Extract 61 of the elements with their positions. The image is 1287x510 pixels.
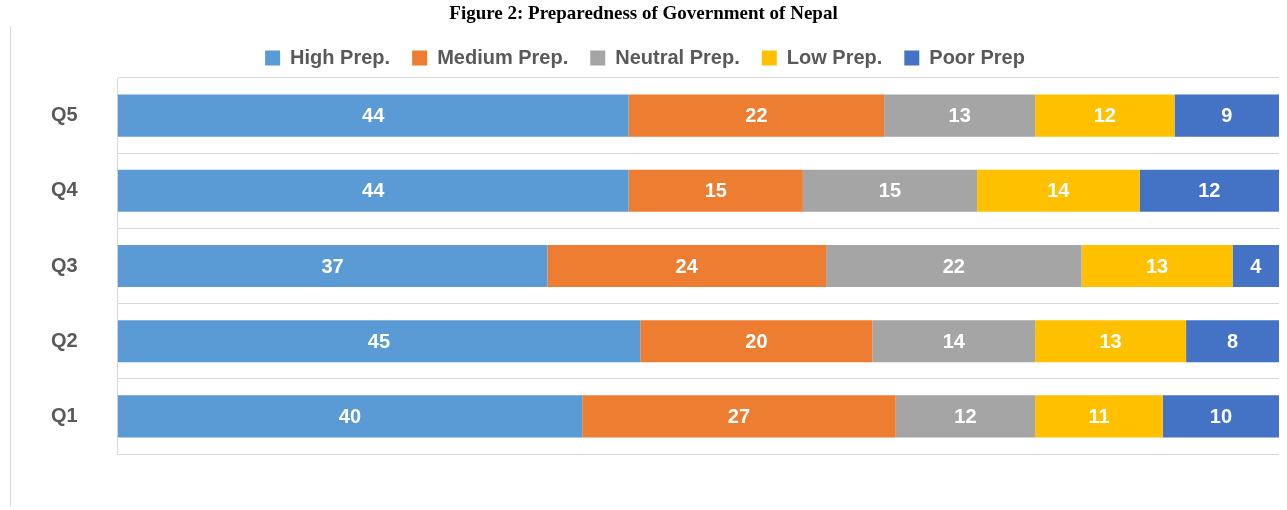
bar xyxy=(582,395,896,438)
data-label: 15 xyxy=(704,179,727,202)
bar xyxy=(1139,169,1279,212)
data-label: 22 xyxy=(745,104,768,127)
data-label: 14 xyxy=(942,329,966,352)
bar xyxy=(977,169,1140,212)
data-label: 20 xyxy=(745,329,768,352)
data-label: 12 xyxy=(1093,104,1116,127)
y-tick-label: Q5 xyxy=(50,103,78,126)
bar xyxy=(1081,244,1233,288)
bar xyxy=(884,94,1036,137)
bar xyxy=(117,320,641,363)
bar xyxy=(1035,320,1187,363)
legend-label: Poor Prep xyxy=(929,45,1025,68)
data-label: 40 xyxy=(338,404,362,427)
legend-label: Medium Prep. xyxy=(437,45,569,68)
data-label: 13 xyxy=(948,104,971,127)
y-tick-label: Q3 xyxy=(50,253,78,276)
y-tick-label: Q1 xyxy=(50,403,78,426)
bar xyxy=(1162,395,1279,438)
data-label: 10 xyxy=(1209,404,1233,427)
y-tick-label: Q4 xyxy=(50,178,79,201)
data-label: 15 xyxy=(878,179,902,202)
bar xyxy=(628,169,803,212)
data-label: 8 xyxy=(1226,329,1239,352)
y-tick-label: Q2 xyxy=(50,328,78,351)
data-label: 14 xyxy=(1047,179,1071,202)
bar xyxy=(1174,94,1279,137)
data-label: 44 xyxy=(362,179,386,202)
legend-label: Low Prep. xyxy=(786,45,883,68)
data-label: 44 xyxy=(362,104,386,127)
data-label: 11 xyxy=(1088,404,1110,427)
data-label: 22 xyxy=(942,254,965,277)
bar xyxy=(117,94,629,137)
data-label: 37 xyxy=(321,254,344,277)
data-label: 13 xyxy=(1099,329,1122,352)
data-label: 12 xyxy=(954,404,977,427)
data-label: 27 xyxy=(727,404,751,427)
bar xyxy=(628,94,885,137)
data-label: 12 xyxy=(1198,179,1221,202)
bar xyxy=(640,320,873,363)
bar xyxy=(547,244,827,288)
data-label: 24 xyxy=(675,254,699,277)
bar xyxy=(117,169,629,212)
bar xyxy=(1035,395,1163,438)
data-label: 45 xyxy=(367,329,391,352)
bar xyxy=(895,395,1036,438)
data-label: 9 xyxy=(1221,104,1233,127)
legend-label: Neutral Prep. xyxy=(615,45,740,68)
bar xyxy=(1035,94,1175,137)
data-label: 13 xyxy=(1145,254,1169,277)
data-label: 4 xyxy=(1250,254,1263,277)
bar xyxy=(117,395,583,438)
legend-label: High Prep. xyxy=(290,45,391,68)
chart-title: Figure 2: Preparedness of Government of Nepal xyxy=(448,1,839,25)
bar xyxy=(872,320,1036,363)
bar xyxy=(802,169,978,212)
bar xyxy=(826,244,1082,288)
bar xyxy=(1186,320,1279,363)
bar xyxy=(117,244,548,288)
bar xyxy=(1232,244,1279,288)
